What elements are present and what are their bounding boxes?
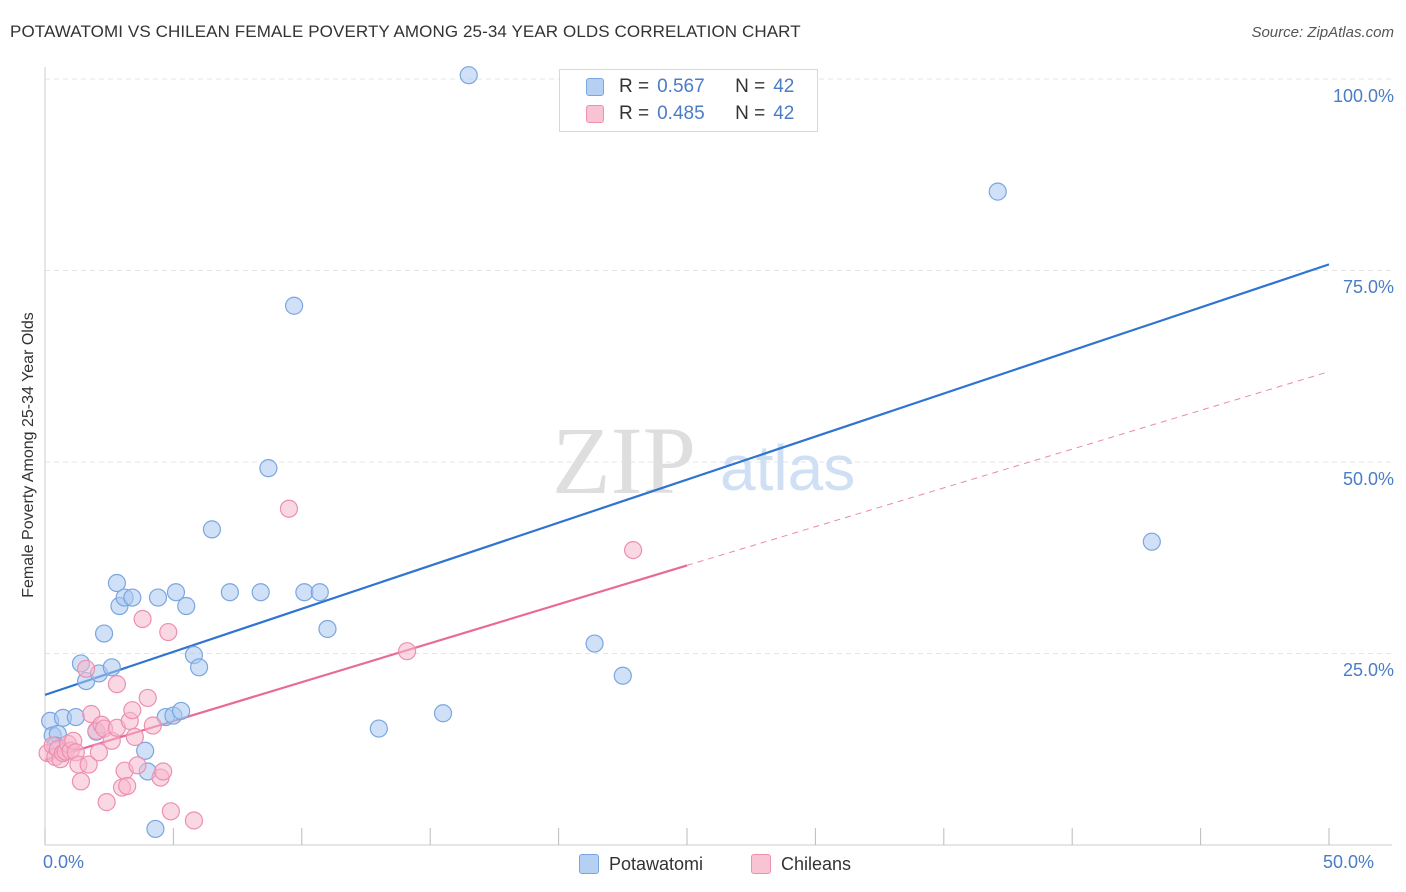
- potawatomi-point: [66, 707, 85, 727]
- potawatomi-point: [166, 583, 186, 602]
- y-axis-label: Female Poverty Among 25-34 Year Olds: [20, 312, 37, 598]
- grid-layer: [45, 78, 1392, 654]
- chileans-point: [89, 743, 109, 762]
- potawatomi-legend-swatch: [579, 854, 599, 874]
- chileans-point: [184, 811, 204, 830]
- potawatomi-swatch: [586, 78, 604, 96]
- x-tick-label: 50.0%: [1323, 852, 1375, 872]
- chileans-point: [76, 659, 96, 678]
- legend-row-potawatomi: R = 0.567 N = 42: [586, 76, 794, 98]
- n-value: 42: [773, 76, 795, 97]
- legend-label: Chileans: [781, 853, 852, 874]
- potawatomi-point: [94, 624, 114, 643]
- chileans-point: [397, 642, 417, 661]
- stats-legend: R = 0.567 N = 42 R = 0.485 N = 42: [559, 69, 818, 132]
- potawatomi-point: [310, 583, 329, 602]
- chileans-swatch: [586, 105, 604, 123]
- chileans-point: [133, 609, 152, 629]
- potawatomi-point: [136, 741, 155, 760]
- y-tick-label: 25.0%: [1342, 660, 1394, 680]
- potawatomi-point: [988, 182, 1007, 201]
- potawatomi-point: [189, 658, 209, 677]
- potawatomi-point: [284, 296, 304, 315]
- potawatomi-point: [107, 573, 127, 593]
- legend-label: Potawatomi: [609, 853, 704, 874]
- r-value: 0.485: [657, 103, 705, 124]
- x-tick-label: 0.0%: [43, 852, 85, 872]
- chart-title: POTAWATOMI VS CHILEAN FEMALE POVERTY AMO…: [10, 22, 801, 41]
- chileans-point: [128, 756, 147, 775]
- legend-item-potawatomi: Potawatomi: [579, 851, 703, 877]
- source-credit: Source: ZipAtlas.com: [1251, 24, 1394, 41]
- chileans-point: [125, 727, 144, 747]
- watermark: ZIP atlas: [552, 407, 855, 514]
- chileans-point: [143, 716, 162, 735]
- potawatomi-point: [1142, 532, 1161, 551]
- chileans-legend-swatch: [751, 854, 771, 874]
- potawatomi-point: [202, 520, 222, 539]
- chileans-point: [118, 776, 137, 796]
- chileans-point: [71, 772, 91, 791]
- chileans-point: [154, 762, 173, 781]
- chileans-point: [107, 675, 127, 694]
- chileans-point: [123, 701, 142, 720]
- points-layer: [38, 66, 1161, 839]
- watermark-atlas: atlas: [720, 432, 855, 504]
- potawatomi-point: [459, 66, 478, 85]
- potawatomi-point: [295, 583, 314, 602]
- potawatomi-point: [259, 459, 278, 478]
- chileans-point: [279, 499, 299, 518]
- chileans-point: [623, 540, 643, 560]
- axes-layer: [44, 67, 1392, 846]
- potawatomi-point: [369, 719, 388, 738]
- y-tick-label: 50.0%: [1342, 469, 1394, 489]
- y-tick-label: 75.0%: [1342, 277, 1394, 297]
- potawatomi-point: [585, 634, 604, 653]
- n-label: N =: [735, 76, 766, 97]
- potawatomi-point: [172, 701, 191, 721]
- r-value: 0.567: [657, 76, 705, 97]
- legend-row-chileans: R = 0.485 N = 42: [586, 103, 794, 125]
- n-label: N =: [735, 103, 766, 124]
- legend-item-chileans: Chileans: [751, 851, 851, 877]
- potawatomi-point: [318, 619, 337, 639]
- watermark-zip: ZIP: [552, 407, 696, 514]
- chileans-point: [138, 688, 157, 708]
- n-value: 42: [773, 103, 795, 124]
- chileans-trend-extension: [686, 371, 1330, 566]
- potawatomi-point: [613, 666, 632, 685]
- potawatomi-point: [146, 819, 165, 839]
- r-label: R =: [619, 103, 650, 124]
- chileans-point: [97, 793, 116, 812]
- r-label: R =: [619, 76, 650, 97]
- potawatomi-point: [220, 583, 239, 602]
- chileans-point: [79, 755, 98, 774]
- chileans-point: [161, 802, 180, 821]
- potawatomi-point: [102, 658, 121, 677]
- potawatomi-point: [251, 583, 270, 602]
- chileans-point: [159, 622, 178, 642]
- potawatomi-point: [433, 704, 453, 723]
- potawatomi-point: [177, 596, 196, 616]
- potawatomi-trend-line: [44, 263, 1330, 696]
- potawatomi-point: [148, 588, 168, 607]
- potawatomi-point: [123, 588, 142, 607]
- y-tick-label: 100.0%: [1332, 86, 1394, 106]
